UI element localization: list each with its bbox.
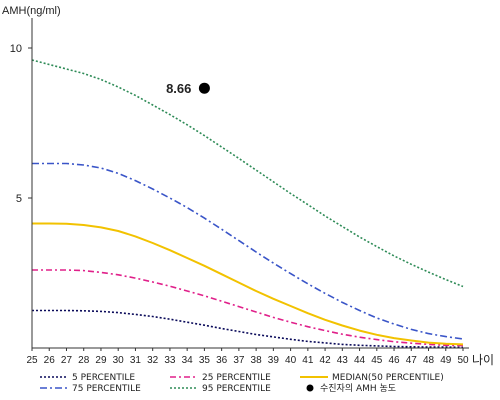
patient-amh-point [198,82,210,94]
legend-label: 수진자의 AMH 농도 [320,383,396,394]
legend-item-75-percentile: 75 PERCENTILE [40,384,141,394]
x-tick-label: 49 [440,355,452,366]
x-tick-label: 33 [164,355,176,366]
x-tick-label: 38 [251,355,263,366]
y-tick-label: 5 [16,193,22,205]
legend: 5 PERCENTILE 25 PERCENTILE MEDIAN(50 PERCE… [40,373,444,394]
x-tick-label: 46 [388,355,400,366]
x-tick-label: 42 [320,355,332,366]
x-tick-label: 39 [268,355,280,366]
x-tick-label: 27 [61,355,73,366]
x-tick-label: 43 [337,355,349,366]
y-axis-label: AMH(ng/ml) [2,5,61,17]
x-tick-label: 34 [182,355,194,366]
legend-item-median-50-percentile: MEDIAN(50 PERCENTILE) [300,373,444,383]
x-tick-label: 31 [130,355,142,366]
x-tick-label: 40 [285,355,297,366]
y-tick-label: 10 [10,43,22,55]
x-tick-label: 26 [44,355,56,366]
series-line-median-50-percentile [32,222,464,346]
x-tick-label: 36 [216,355,228,366]
legend-item-95-percentile: 95 PERCENTILE [170,384,271,394]
legend-label: MEDIAN(50 PERCENTILE) [332,373,444,383]
x-tick-label: 29 [95,355,107,366]
legend-item-5-percentile: 5 PERCENTILE [40,373,135,383]
legend-label: 25 PERCENTILE [202,373,271,383]
x-tick-label: 30 [113,355,125,366]
patient-marker-group: 8.66 [166,81,210,96]
legend-label: 95 PERCENTILE [202,384,271,394]
x-tick-label: 44 [354,355,366,366]
series-line-75-percentile [32,162,464,340]
x-tick-label: 35 [199,355,211,366]
x-tick-label: 25 [26,355,38,366]
series-lines [31,59,464,349]
legend-item-patient-amh: 수진자의 AMH 농도 [306,383,396,394]
x-tick-label: 37 [233,355,245,366]
legend-marker-dot [306,384,314,392]
x-tick-label: 48 [423,355,435,366]
x-tick-label: 45 [371,355,383,366]
x-tick-label: 32 [147,355,159,366]
x-axis-label: 나이 [472,353,494,367]
legend-item-25-percentile: 25 PERCENTILE [170,373,271,383]
x-tick-label: 28 [78,355,90,366]
series-line-5-percentile [32,309,464,349]
axes: 5 10 25 26 27 28 29 30 31 32 33 34 35 36 37 38 39 40 41 42 4… [10,18,469,366]
x-tick-label: 50 [457,355,469,366]
patient-amh-value-label: 8.66 [166,81,191,96]
legend-label: 5 PERCENTILE [72,373,135,383]
x-tick-label: 47 [406,355,418,366]
series-line-95-percentile [31,59,464,288]
legend-label: 75 PERCENTILE [72,384,141,394]
series-line-25-percentile [32,269,464,347]
x-tick-label: 41 [302,355,314,366]
